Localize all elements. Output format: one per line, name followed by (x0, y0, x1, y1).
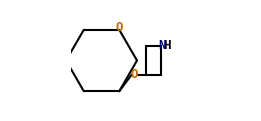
Text: H: H (163, 39, 171, 52)
Text: O: O (131, 68, 138, 81)
Text: O: O (116, 21, 123, 34)
Text: N: N (158, 39, 165, 52)
